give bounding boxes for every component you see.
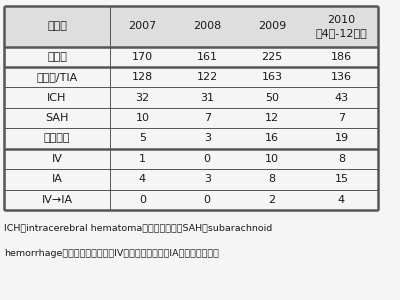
Bar	[4, 169, 378, 190]
Text: 225: 225	[261, 52, 283, 62]
Text: ICH: ICH	[47, 93, 67, 103]
Text: 3: 3	[204, 174, 211, 184]
Text: 50: 50	[265, 93, 279, 103]
Bar	[4, 6, 378, 46]
Bar	[4, 128, 378, 149]
Text: IV→IA: IV→IA	[42, 195, 72, 205]
Text: 32: 32	[135, 93, 150, 103]
Text: 10: 10	[265, 154, 279, 164]
Text: 43: 43	[334, 93, 348, 103]
Text: 186: 186	[331, 52, 352, 62]
Text: 0: 0	[139, 195, 146, 205]
Text: ICH：intracerebral hematoma（脳内出血），SAH：subarachnoid: ICH：intracerebral hematoma（脳内出血），SAH：sub…	[4, 224, 272, 232]
Text: 15: 15	[334, 174, 348, 184]
Text: 3: 3	[204, 134, 211, 143]
Text: 2009: 2009	[258, 21, 286, 31]
Text: （4月-12月）: （4月-12月）	[316, 28, 367, 38]
Text: 19: 19	[334, 134, 348, 143]
Text: 31: 31	[200, 93, 214, 103]
Text: 4: 4	[338, 195, 345, 205]
Text: IV: IV	[52, 154, 62, 164]
Bar	[4, 46, 378, 67]
Text: IA: IA	[52, 174, 62, 184]
Text: 年　度: 年 度	[47, 21, 67, 31]
Text: 2008: 2008	[193, 21, 221, 31]
Text: 10: 10	[135, 113, 150, 123]
Bar	[4, 149, 378, 169]
Text: 0: 0	[204, 154, 211, 164]
Text: 脳卒中: 脳卒中	[47, 52, 67, 62]
Text: 16: 16	[265, 134, 279, 143]
Text: 血行再建: 血行再建	[44, 134, 70, 143]
Bar	[4, 67, 378, 87]
Text: 136: 136	[331, 72, 352, 82]
Text: 128: 128	[132, 72, 153, 82]
Text: 163: 163	[262, 72, 282, 82]
Text: 5: 5	[139, 134, 146, 143]
Text: 0: 0	[204, 195, 211, 205]
Text: 161: 161	[197, 52, 218, 62]
Text: hemorrhage（クモ膜下出血），IV：血液溶解療法，IA：血行再建療法: hemorrhage（クモ膜下出血），IV：血液溶解療法，IA：血行再建療法	[4, 249, 219, 258]
Bar	[4, 87, 378, 108]
Bar	[4, 108, 378, 128]
Text: 8: 8	[268, 174, 276, 184]
Text: 2: 2	[268, 195, 276, 205]
Text: 170: 170	[132, 52, 153, 62]
Text: 7: 7	[338, 113, 345, 123]
Text: 脳梗塞/TIA: 脳梗塞/TIA	[36, 72, 78, 82]
Text: 4: 4	[139, 174, 146, 184]
Text: SAH: SAH	[45, 113, 69, 123]
Text: 1: 1	[139, 154, 146, 164]
Text: 8: 8	[338, 154, 345, 164]
Text: 122: 122	[196, 72, 218, 82]
Bar	[4, 190, 378, 210]
Text: 7: 7	[204, 113, 211, 123]
Text: 12: 12	[265, 113, 279, 123]
Text: 2010: 2010	[327, 15, 356, 25]
Text: 2007: 2007	[128, 21, 156, 31]
